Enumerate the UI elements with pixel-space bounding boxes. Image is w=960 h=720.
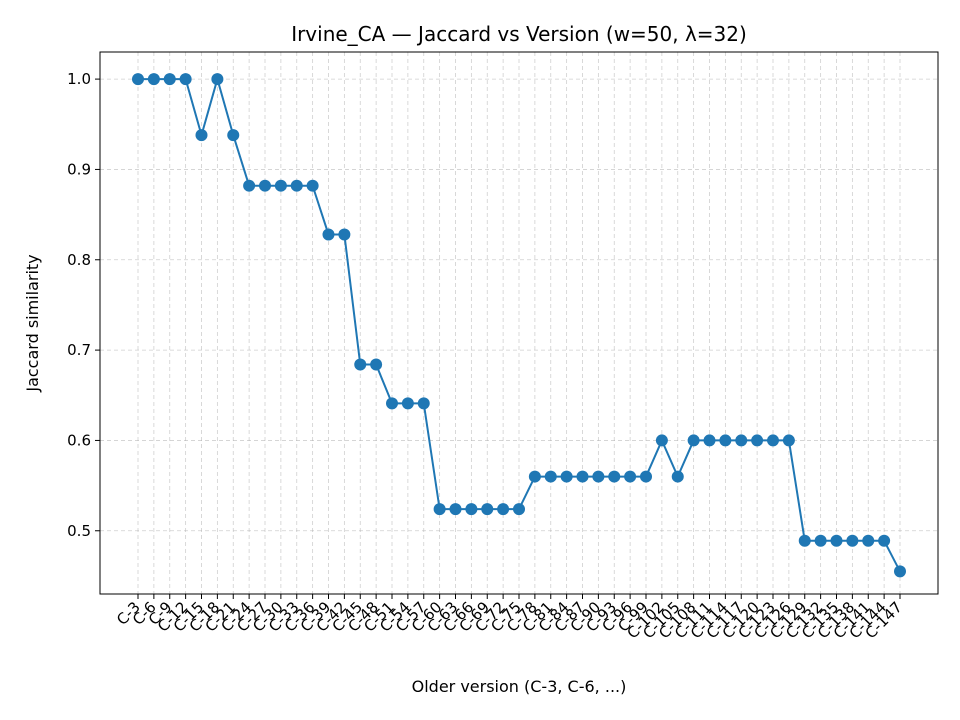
data-point — [782, 434, 795, 447]
data-point — [560, 470, 573, 483]
data-point — [433, 503, 446, 516]
data-point — [640, 470, 652, 483]
data-point — [608, 470, 621, 483]
data-point — [528, 470, 541, 483]
data-point — [290, 179, 303, 192]
chart-title: Irvine_CA — Jaccard vs Version (w=50, λ=… — [291, 22, 747, 46]
data-point — [687, 434, 700, 447]
data-point — [417, 397, 430, 410]
data-point — [147, 73, 160, 86]
data-point — [497, 503, 510, 516]
y-tick-label: 1.0 — [67, 70, 91, 88]
data-point — [259, 179, 271, 192]
y-tick-label: 0.9 — [67, 160, 91, 178]
data-point — [163, 73, 176, 86]
data-point — [735, 434, 748, 447]
data-point — [449, 503, 462, 516]
data-point — [703, 434, 716, 447]
data-point — [179, 73, 192, 86]
data-point — [132, 73, 144, 86]
series-group — [132, 73, 906, 578]
data-point — [322, 228, 335, 241]
y-tick-label: 0.6 — [67, 431, 91, 449]
data-point — [544, 470, 557, 483]
plot-frame — [99, 51, 939, 595]
y-axis-ticks: 0.5 0.6 0.7 0.8 0.9 1.0 — [67, 70, 100, 540]
data-point — [751, 434, 764, 447]
data-point — [671, 470, 684, 483]
data-point — [767, 434, 779, 447]
data-point — [655, 434, 668, 447]
data-point — [624, 470, 637, 483]
data-point — [465, 503, 478, 516]
data-point — [227, 129, 240, 142]
data-point — [211, 73, 224, 86]
y-tick-label: 0.5 — [67, 522, 91, 540]
data-point — [846, 534, 859, 547]
data-point — [274, 179, 287, 192]
data-point — [798, 534, 811, 547]
data-point — [878, 534, 891, 547]
data-point — [862, 534, 875, 547]
data-point — [306, 179, 319, 192]
y-axis-label: Jaccard similarity — [23, 254, 42, 392]
data-point — [401, 397, 414, 410]
data-point — [894, 565, 906, 578]
data-point — [386, 397, 398, 410]
data-point — [576, 470, 589, 483]
data-point — [243, 179, 256, 192]
x-axis-label: Older version (C-3, C-6, ...) — [412, 677, 627, 696]
data-point — [338, 228, 351, 241]
y-tick-label: 0.7 — [67, 341, 91, 359]
data-point — [195, 129, 208, 142]
data-point — [513, 503, 525, 516]
data-point — [370, 358, 383, 371]
y-tick-label: 0.8 — [67, 251, 91, 269]
data-point — [592, 470, 605, 483]
data-point — [830, 534, 843, 547]
data-point — [481, 503, 494, 516]
data-point — [719, 434, 732, 447]
data-point — [814, 534, 827, 547]
data-point — [354, 358, 367, 371]
